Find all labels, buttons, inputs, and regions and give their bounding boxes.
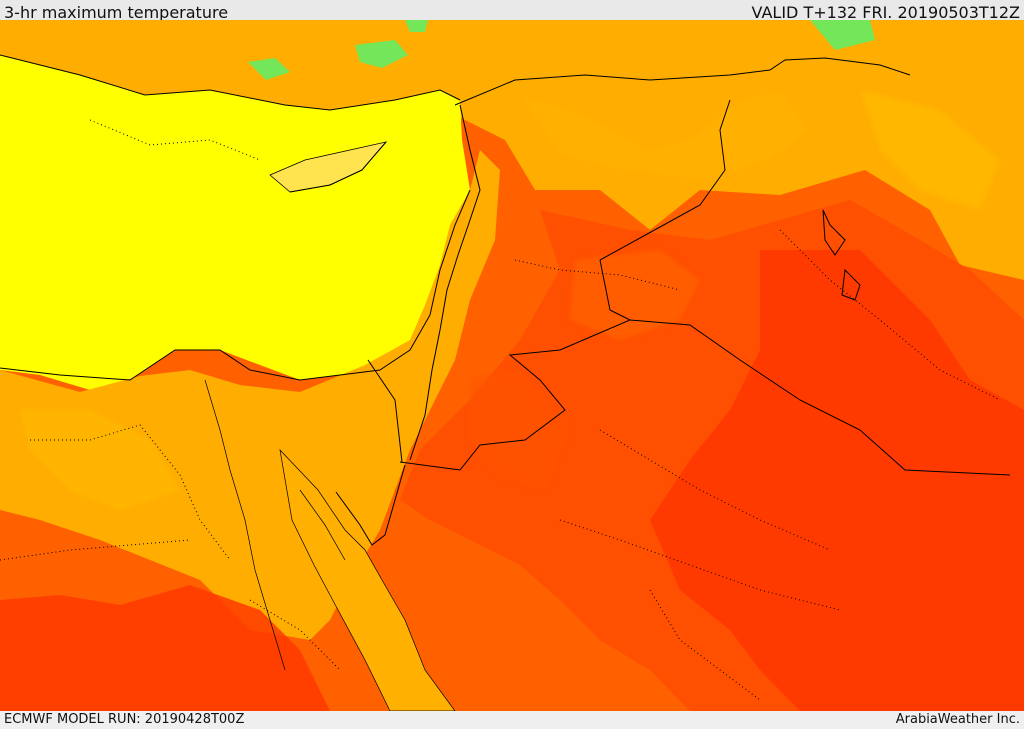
cool-patch-central: [355, 40, 408, 68]
regional-boundaries: [0, 119, 1001, 701]
cool-patch-north: [405, 20, 428, 32]
rivers: [204, 379, 346, 671]
country-borders: [0, 54, 1011, 546]
credit-label: ArabiaWeather Inc.: [895, 712, 1020, 727]
map-title: 3-hr maximum temperature: [4, 3, 229, 22]
temperature-map-svg: [0, 20, 1024, 711]
eastern-red-region: [650, 250, 1024, 711]
map-header: 3-hr maximum temperature VALID T+132 FRI…: [0, 0, 1024, 22]
valid-time: VALID T+132 FRI. 20190503T12Z: [751, 3, 1020, 22]
map-footer: ECMWF MODEL RUN: 20190428T00Z ArabiaWeat…: [0, 711, 1024, 729]
temperature-map: [0, 20, 1024, 711]
egypt-hot-patch: [0, 585, 330, 711]
northern-land-band: [0, 20, 1024, 280]
red-sea: [279, 448, 456, 711]
model-run-label: ECMWF MODEL RUN: 20190428T00Z: [4, 712, 245, 727]
cool-patch-northeast: [810, 20, 875, 50]
cool-patch-west: [248, 58, 290, 80]
coastal-orange-strip: [0, 150, 500, 640]
mediterranean-sea: [0, 55, 470, 390]
